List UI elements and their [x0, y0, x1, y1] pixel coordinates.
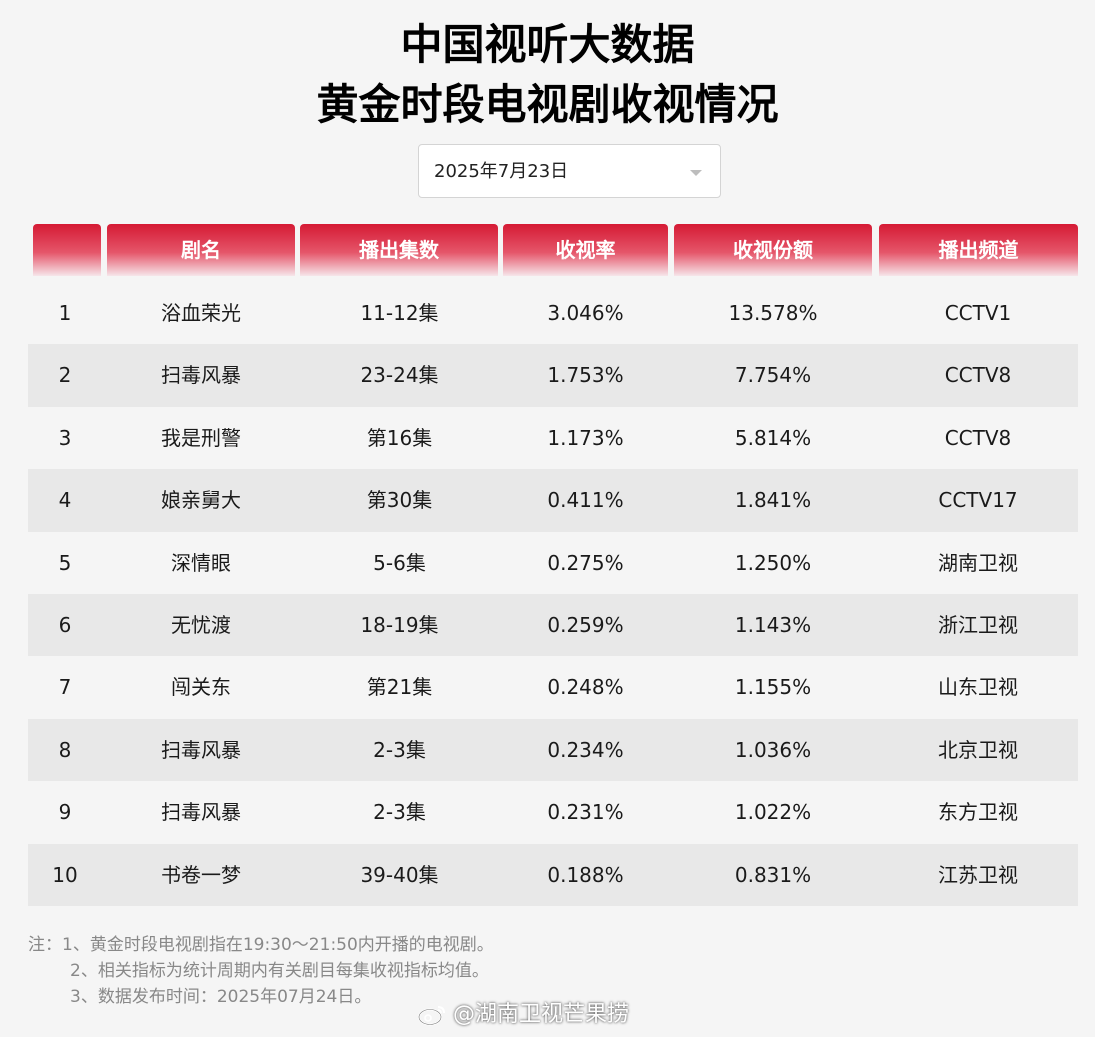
weibo-icon	[417, 1004, 447, 1026]
rating-cell: 0.248%	[547, 675, 624, 700]
table-header: 剧名 播出集数 收视率 收视份额 播出频道	[28, 224, 1078, 276]
table-row: 10 书卷一梦 39-40集 0.188% 0.831% 江苏卫视	[28, 843, 1078, 906]
table-body: 1 浴血荣光 11-12集 3.046% 13.578% CCTV1 2 扫毒风…	[28, 282, 1078, 906]
table-row: 6 无忧渡 18-19集 0.259% 1.143% 浙江卫视	[28, 593, 1078, 657]
share-cell: 1.022%	[734, 800, 812, 825]
date-dropdown-value: 2025年7月23日	[434, 161, 569, 182]
table-row: 8 扫毒风暴 2-3集 0.234% 1.036% 北京卫视	[28, 718, 1078, 782]
table-row: 1 浴血荣光 11-12集 3.046% 13.578% CCTV1	[28, 282, 1078, 344]
channel-cell: CCTV17	[938, 488, 1018, 513]
episodes-cell: 第16集	[366, 425, 433, 450]
rating-cell: 1.173%	[547, 425, 624, 450]
page-title-line2: 黄金时段电视剧收视情况	[316, 80, 779, 129]
header-drama-name: 剧名	[107, 224, 295, 276]
episodes-cell: 2-3集	[373, 800, 426, 825]
channel-cell: CCTV8	[944, 363, 1012, 388]
date-dropdown[interactable]: 2025年7月23日	[418, 144, 721, 198]
rank-cell: 1	[58, 301, 72, 325]
drama-name-cell: 扫毒风暴	[161, 737, 241, 762]
rating-cell: 0.259%	[547, 612, 624, 637]
chevron-down-icon	[690, 170, 702, 176]
rank-cell: 9	[58, 800, 72, 825]
rank-cell: 5	[58, 550, 72, 575]
channel-cell: 浙江卫视	[938, 612, 1018, 637]
footnotes: 注：1、黄金时段电视剧指在19:30～21:50内开播的电视剧。 2、相关指标为…	[28, 932, 494, 1010]
share-cell: 7.754%	[734, 363, 812, 388]
rating-cell: 0.411%	[547, 488, 624, 513]
episodes-cell: 第21集	[366, 675, 433, 700]
rating-cell: 0.275%	[547, 550, 624, 575]
drama-name-cell: 浴血荣光	[161, 301, 241, 325]
rating-cell: 1.753%	[547, 363, 624, 388]
rank-cell: 8	[58, 737, 72, 762]
drama-name-cell: 深情眼	[171, 550, 231, 575]
header-rank	[33, 224, 101, 276]
rank-cell: 4	[58, 488, 72, 513]
rank-cell: 2	[58, 363, 72, 388]
channel-cell: 山东卫视	[938, 675, 1018, 700]
header-share: 收视份额	[674, 224, 872, 276]
share-cell: 1.036%	[734, 737, 812, 762]
rating-cell: 0.188%	[547, 862, 624, 887]
episodes-cell: 39-40集	[360, 862, 439, 887]
header-rating: 收视率	[503, 224, 668, 276]
rating-cell: 3.046%	[547, 301, 624, 325]
episodes-cell: 11-12集	[360, 301, 439, 325]
rank-cell: 7	[58, 675, 72, 700]
rating-cell: 0.231%	[547, 800, 624, 825]
channel-cell: 北京卫视	[938, 737, 1018, 762]
page-title-line1: 中国视听大数据	[400, 20, 695, 69]
episodes-cell: 2-3集	[373, 737, 426, 762]
share-cell: 1.250%	[734, 550, 812, 575]
table-row: 3 我是刑警 第16集 1.173% 5.814% CCTV8	[28, 407, 1078, 469]
drama-name-cell: 娘亲舅大	[161, 488, 241, 513]
share-cell: 1.155%	[734, 675, 812, 700]
rank-cell: 10	[52, 862, 78, 887]
table-row: 2 扫毒风暴 23-24集 1.753% 7.754% CCTV8	[28, 344, 1078, 407]
share-cell: 5.814%	[734, 425, 812, 450]
rank-cell: 6	[58, 612, 72, 637]
header-episodes: 播出集数	[300, 224, 498, 276]
ratings-table: 剧名 播出集数 收视率 收视份额 播出频道 1 浴血荣光 11-12集 3.04…	[28, 224, 1078, 906]
weibo-watermark: @湖南卫视芒果捞	[417, 996, 629, 1028]
header-channel: 播出频道	[879, 224, 1078, 276]
drama-name-cell: 扫毒风暴	[161, 363, 241, 388]
drama-name-cell: 闯关东	[171, 675, 231, 700]
share-cell: 1.841%	[734, 488, 812, 513]
footnote-1: 注：1、黄金时段电视剧指在19:30～21:50内开播的电视剧。	[28, 935, 494, 955]
channel-cell: CCTV8	[944, 425, 1012, 450]
drama-name-cell: 书卷一梦	[161, 862, 241, 887]
table-row: 5 深情眼 5-6集 0.275% 1.250% 湖南卫视	[28, 532, 1078, 594]
drama-name-cell: 无忧渡	[171, 612, 231, 637]
channel-cell: CCTV1	[944, 301, 1012, 325]
drama-name-cell: 我是刑警	[161, 425, 241, 450]
drama-name-cell: 扫毒风暴	[161, 800, 241, 825]
channel-cell: 湖南卫视	[938, 550, 1018, 575]
episodes-cell: 18-19集	[360, 612, 439, 637]
watermark-text: @湖南卫视芒果捞	[453, 1002, 630, 1027]
share-cell: 1.143%	[734, 612, 812, 637]
share-cell: 0.831%	[734, 862, 812, 887]
episodes-cell: 23-24集	[360, 363, 439, 388]
footnote-3: 3、数据发布时间：2025年07月24日。	[70, 987, 372, 1007]
footnote-2: 2、相关指标为统计周期内有关剧目每集收视指标均值。	[70, 961, 489, 981]
channel-cell: 江苏卫视	[938, 862, 1018, 887]
rank-cell: 3	[58, 425, 72, 450]
channel-cell: 东方卫视	[938, 800, 1018, 825]
rating-cell: 0.234%	[547, 737, 624, 762]
table-row: 7 闯关东 第21集 0.248% 1.155% 山东卫视	[28, 656, 1078, 718]
episodes-cell: 第30集	[366, 488, 433, 513]
table-row: 9 扫毒风暴 2-3集 0.231% 1.022% 东方卫视	[28, 781, 1078, 843]
table-row: 4 娘亲舅大 第30集 0.411% 1.841% CCTV17	[28, 469, 1078, 532]
share-cell: 13.578%	[728, 301, 818, 325]
episodes-cell: 5-6集	[373, 550, 426, 575]
